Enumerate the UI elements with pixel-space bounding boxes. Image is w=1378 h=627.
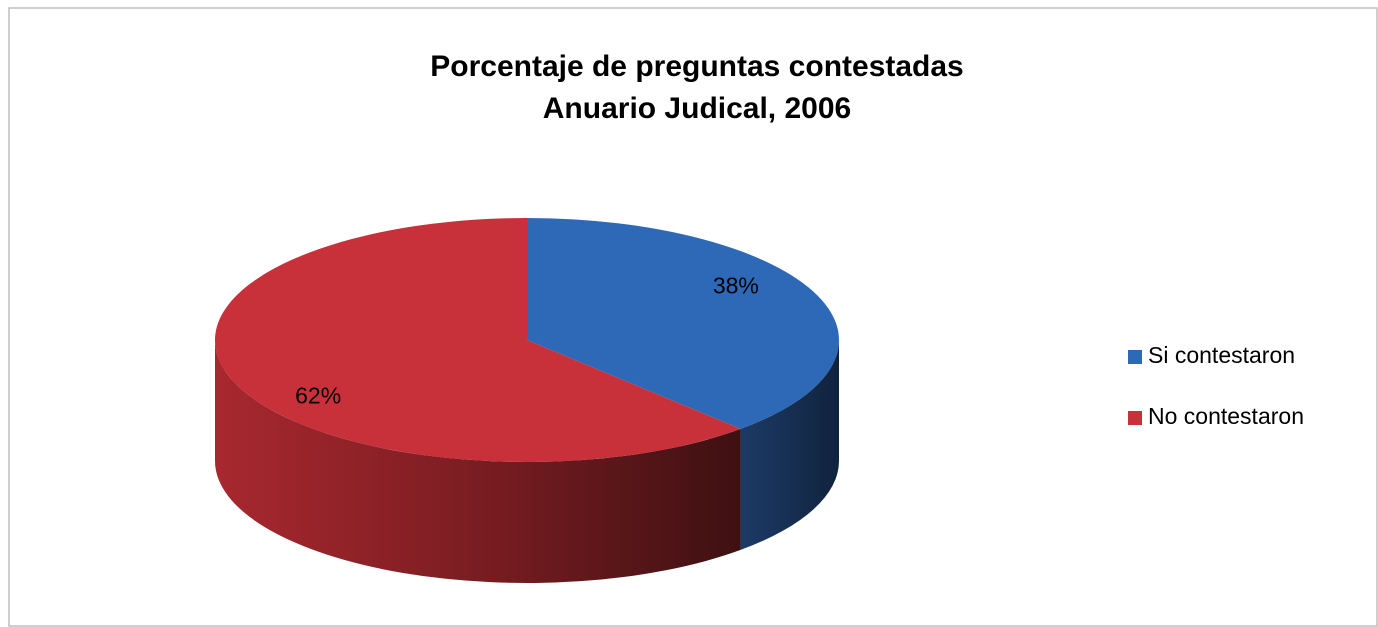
slice-side (215, 340, 741, 583)
data-label: 38% (713, 273, 759, 299)
legend-swatch (1128, 411, 1142, 425)
legend-swatch (1128, 350, 1142, 364)
legend-label: No contestaron (1148, 403, 1304, 429)
chart-border (8, 7, 1378, 627)
slice (214, 218, 741, 462)
chart-title: Anuario Judical, 2006 (543, 92, 851, 125)
legend-label: Si contestaron (1148, 342, 1295, 368)
slice-side (740, 340, 839, 550)
slice (527, 218, 839, 429)
data-label: 62% (295, 382, 341, 408)
chart-title: Porcentaje de preguntas contestadas (430, 50, 964, 83)
